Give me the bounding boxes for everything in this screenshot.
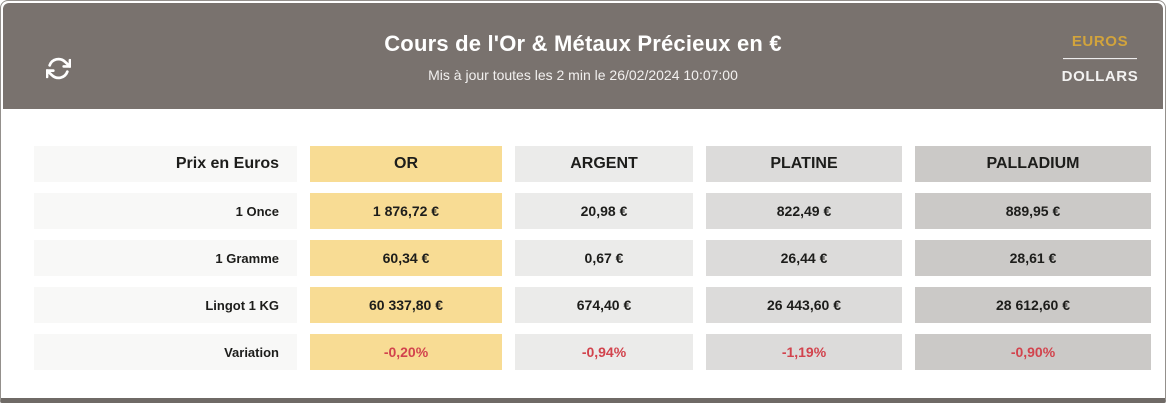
cell-variation-or: -0,20% [310, 334, 502, 370]
column-header-argent: ARGENT [515, 146, 693, 182]
cell-once-argent: 20,98 € [515, 193, 693, 229]
table-row-once: 1 Once 1 876,72 € 20,98 € 822,49 € 889,9… [34, 193, 1151, 229]
cell-gramme-platine: 26,44 € [706, 240, 902, 276]
widget-header: Cours de l'Or & Métaux Précieux en € Mis… [3, 3, 1163, 109]
cell-variation-palladium: -0,90% [915, 334, 1151, 370]
table-row-gramme: 1 Gramme 60,34 € 0,67 € 26,44 € 28,61 € [34, 240, 1151, 276]
cell-lingot-or: 60 337,80 € [310, 287, 502, 323]
page-title: Cours de l'Or & Métaux Précieux en € [384, 31, 782, 56]
cell-once-palladium: 889,95 € [915, 193, 1151, 229]
table-row-lingot: Lingot 1 KG 60 337,80 € 674,40 € 26 443,… [34, 287, 1151, 323]
cell-once-or: 1 876,72 € [310, 193, 502, 229]
cell-gramme-or: 60,34 € [310, 240, 502, 276]
currency-toggle: EUROS DOLLARS [1057, 33, 1143, 85]
cell-variation-platine: -1,19% [706, 334, 902, 370]
refresh-icon [45, 57, 72, 80]
currency-toggle-divider [1063, 58, 1137, 60]
column-header-or: OR [310, 146, 502, 182]
table-row-variation: Variation -0,20% -0,94% -1,19% -0,90% [34, 334, 1151, 370]
update-status: Mis à jour toutes les 2 min le 26/02/202… [428, 67, 738, 83]
cell-lingot-palladium: 28 612,60 € [915, 287, 1151, 323]
currency-option-dollars[interactable]: DOLLARS [1061, 68, 1139, 86]
cell-gramme-palladium: 28,61 € [915, 240, 1151, 276]
column-header-platine: PLATINE [706, 146, 902, 182]
row-label-variation: Variation [34, 334, 297, 370]
cell-variation-argent: -0,94% [515, 334, 693, 370]
row-label-once: 1 Once [34, 193, 297, 229]
refresh-button[interactable] [45, 56, 72, 81]
cell-once-platine: 822,49 € [706, 193, 902, 229]
cell-lingot-platine: 26 443,60 € [706, 287, 902, 323]
row-label-gramme: 1 Gramme [34, 240, 297, 276]
column-header-palladium: PALLADIUM [915, 146, 1151, 182]
prices-table: Prix en Euros OR ARGENT PLATINE PALLADIU… [21, 135, 1164, 381]
row-label-lingot: Lingot 1 KG [34, 287, 297, 323]
table-header-row: Prix en Euros OR ARGENT PLATINE PALLADIU… [34, 146, 1151, 182]
corner-header: Prix en Euros [34, 146, 297, 182]
currency-option-euros[interactable]: EUROS [1071, 33, 1129, 51]
header-titles: Cours de l'Or & Métaux Précieux en € Mis… [384, 31, 782, 83]
cell-gramme-argent: 0,67 € [515, 240, 693, 276]
cell-lingot-argent: 674,40 € [515, 287, 693, 323]
